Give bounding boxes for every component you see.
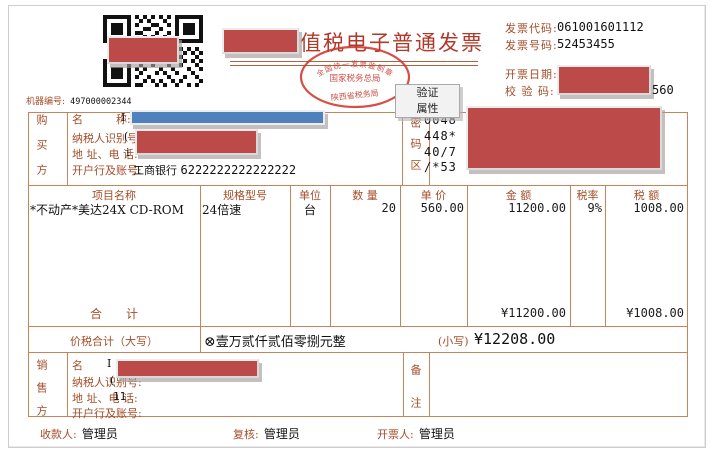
total-tax: ¥1008.00	[626, 306, 684, 320]
password-line: 40/7	[424, 145, 457, 159]
stamp-middle-text: 国家税务总局	[329, 73, 380, 84]
buyer-addr-label: 地 址、电 话:	[72, 148, 138, 161]
buyer-addr-prefix: i	[126, 146, 130, 159]
col-header-taxrate: 税率	[576, 189, 599, 202]
total-label: 合 计	[89, 307, 138, 321]
password-line: 448*	[424, 129, 457, 143]
summary-small-label: (小写)	[438, 335, 469, 348]
item-name: *不动产*美达24X CD-ROM	[30, 203, 184, 217]
buyer-party-label: 购买方	[35, 114, 48, 189]
seller-addr-label: 地 址、电 话:	[72, 392, 138, 405]
col-header-unit: 单位	[299, 189, 321, 202]
redaction-box-password[interactable]	[466, 106, 662, 170]
buyer-bank-name: 工商银行	[133, 164, 177, 177]
selection-box-buyer-name[interactable]	[130, 110, 325, 125]
invoice-number-value: 52453455	[557, 37, 615, 51]
grid-line	[605, 185, 606, 326]
buyer-bank-label: 开户行及账号:	[72, 164, 142, 177]
redaction-box-qr[interactable]	[107, 36, 179, 64]
total-amount: ¥11200.00	[500, 306, 566, 320]
seller-party-label: 销售方	[35, 359, 48, 428]
redaction-box-date-checksum[interactable]	[557, 65, 651, 95]
machine-no-value: 497000002344	[70, 97, 132, 107]
seller-bank-label: 开户行及账号:	[72, 407, 142, 420]
summary-words: 壹万贰仟贰佰零捌元整	[215, 335, 346, 350]
grid-line	[67, 352, 68, 417]
grid-line	[570, 185, 571, 326]
payee-value: 管理员	[81, 427, 118, 441]
crossed-circle-icon: ⊗	[204, 334, 216, 350]
machine-no-label: 机器编号:	[26, 97, 66, 107]
col-header-spec: 规格型号	[223, 189, 267, 202]
title-underline	[230, 61, 478, 66]
col-header-amount: 金 额	[505, 189, 532, 202]
summary-label: 价税合计（大写）	[70, 335, 158, 348]
grid-line	[67, 112, 68, 185]
reviewer-value: 管理员	[263, 427, 300, 441]
grid-line	[330, 185, 331, 326]
item-taxrate: 9%	[587, 201, 602, 215]
menu-item-properties[interactable]: 属性	[416, 102, 439, 115]
reviewer-label: 复核:	[233, 428, 259, 441]
buyer-taxid-prefix: (	[124, 130, 129, 143]
redaction-box-buyer[interactable]	[135, 129, 258, 155]
invoice-number-label: 发票号码:	[505, 39, 558, 52]
seller-addr-value: 11	[113, 390, 127, 403]
context-menu[interactable]: 验证 属性	[395, 84, 460, 118]
issuer-value: 管理员	[418, 427, 455, 441]
grid-line	[200, 185, 201, 352]
item-tax: 1008.00	[633, 201, 684, 215]
buyer-name-label: 名 称:	[72, 113, 131, 126]
menu-item-verify[interactable]: 验证	[416, 86, 439, 99]
seller-name-prefix: I	[107, 357, 112, 370]
password-line: /*53	[424, 160, 457, 174]
col-header-price: 单 价	[420, 189, 447, 202]
item-spec: 24倍速	[202, 203, 242, 217]
col-header-tax: 税 额	[633, 189, 660, 202]
stamp-bottom-text: 陕西省税务局	[330, 88, 379, 103]
remarks-label: 备注	[409, 364, 422, 430]
grid-line	[429, 112, 430, 185]
col-header-item: 项目名称	[92, 189, 136, 202]
buyer-name-prefix: I	[121, 111, 126, 124]
invoice-table-border	[28, 112, 688, 417]
redaction-box-title[interactable]	[222, 28, 299, 54]
grid-line	[403, 352, 404, 417]
checksum-suffix: 560	[652, 83, 674, 97]
invoice-code-value: 061001601112	[557, 20, 644, 34]
invoice-date-label: 开票日期:	[505, 68, 558, 81]
grid-line	[28, 352, 688, 353]
summary-small-value: ¥12208.00	[474, 330, 556, 348]
payee-label: 收款人:	[40, 428, 77, 441]
grid-line	[429, 352, 430, 417]
item-amount: 11200.00	[508, 201, 566, 215]
password-area-label: 密码区	[409, 117, 422, 180]
grid-line	[28, 326, 688, 327]
col-header-qty: 数 量	[352, 189, 378, 202]
item-price: 560.00	[420, 201, 464, 215]
item-unit: 台	[303, 203, 316, 217]
buyer-bank-no: 6222222222222222	[180, 163, 297, 177]
invoice-code-label: 发票代码:	[505, 22, 558, 35]
seller-taxid-prefix: (	[110, 374, 115, 387]
grid-line	[290, 185, 291, 326]
grid-line	[467, 185, 468, 326]
buyer-taxid-label: 纳税人识别号:	[72, 132, 142, 145]
seller-taxid-label: 纳税人识别号:	[72, 376, 142, 389]
issuer-label: 开票人:	[377, 428, 414, 441]
grid-line	[28, 185, 688, 186]
checksum-label: 校 验 码:	[505, 85, 555, 98]
grid-line	[402, 112, 403, 185]
redaction-box-seller[interactable]	[116, 359, 259, 378]
grid-line	[400, 185, 401, 326]
tax-bureau-stamp: 全国统一发票监制章 国家税务总局 陕西省税务局	[299, 45, 411, 109]
item-qty: 20	[381, 201, 396, 215]
